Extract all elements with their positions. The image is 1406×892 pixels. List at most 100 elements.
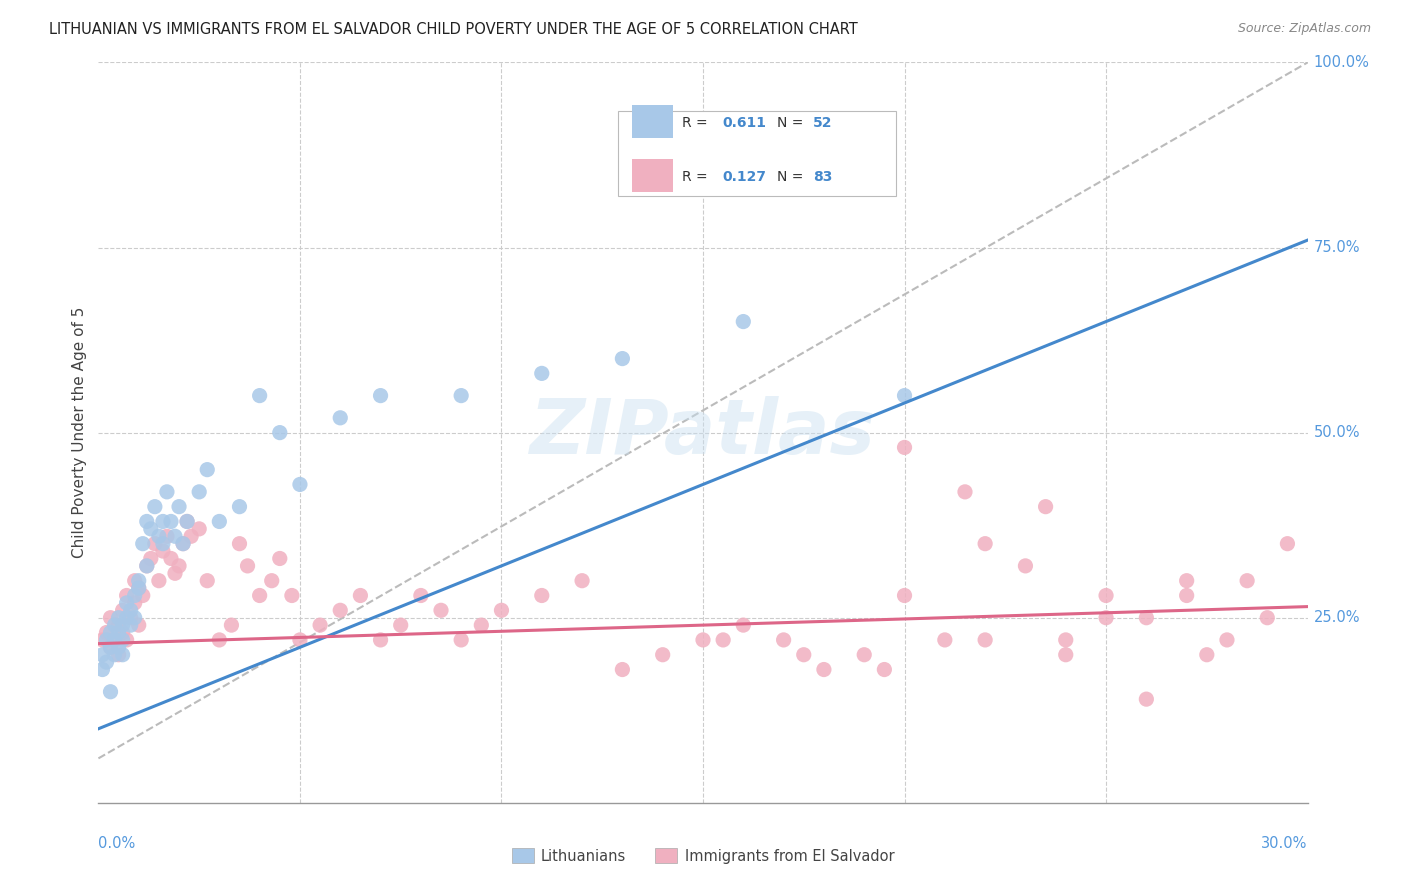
Point [128,581,150,595]
Point [180,529,202,543]
Point [124,589,146,603]
Point [111,632,134,647]
Point [135,558,157,573]
Point [1195,648,1218,662]
Point [692,632,714,647]
Point [249,589,271,603]
Point [612,351,634,366]
Point [139,551,162,566]
Point [1054,648,1077,662]
Point [853,648,876,662]
Point [163,566,186,581]
Point [1175,589,1198,603]
Point [172,536,194,550]
Point [91,663,114,677]
Point [100,610,122,624]
Point [152,544,174,558]
Point [103,632,125,647]
Point [188,484,211,499]
Text: R =: R = [682,116,713,130]
Point [733,314,755,328]
Point [152,515,174,529]
Point [228,536,250,550]
Point [953,484,976,499]
Point [143,500,166,514]
Point [288,477,311,491]
Point [176,515,198,529]
Point [1035,500,1057,514]
Point [103,648,125,662]
Point [128,618,150,632]
Point [96,625,118,640]
Point [893,589,915,603]
Point [228,500,250,514]
Point [1095,589,1118,603]
Text: Source: ZipAtlas.com: Source: ZipAtlas.com [1237,22,1371,36]
Point [115,589,138,603]
Point [370,388,392,402]
Text: 75.0%: 75.0% [1313,240,1360,255]
Text: LITHUANIAN VS IMMIGRANTS FROM EL SALVADOR CHILD POVERTY UNDER THE AGE OF 5 CORRE: LITHUANIAN VS IMMIGRANTS FROM EL SALVADO… [49,22,858,37]
Point [111,648,134,662]
Point [100,625,122,640]
Point [389,618,412,632]
Point [430,603,453,617]
Point [135,558,157,573]
Point [260,574,283,588]
Point [188,522,211,536]
Y-axis label: Child Poverty Under the Age of 5: Child Poverty Under the Age of 5 [72,307,87,558]
Point [100,640,122,655]
Point [172,536,194,550]
Point [143,536,166,550]
Point [329,410,352,425]
Text: 83: 83 [813,170,832,184]
Point [1095,610,1118,624]
Point [934,632,956,647]
Point [111,603,134,617]
Point [813,663,835,677]
Point [470,618,492,632]
Point [309,618,332,632]
Point [139,522,162,536]
Point [124,610,146,624]
Point [349,589,371,603]
Point [450,388,472,402]
Point [120,610,142,624]
Point [111,618,134,632]
Point [115,610,138,624]
Point [91,632,114,647]
Point [124,596,146,610]
Point [132,536,155,550]
Point [249,388,271,402]
Point [160,551,183,566]
Point [530,367,553,381]
Point [107,648,129,662]
FancyBboxPatch shape [631,160,672,192]
Point [195,462,218,476]
Point [96,655,118,669]
Point [893,441,915,455]
Text: 100.0%: 100.0% [1313,55,1369,70]
Point [974,536,997,550]
Point [107,618,129,632]
Point [612,663,634,677]
Text: 0.0%: 0.0% [98,836,135,851]
Point [772,632,794,647]
Point [156,484,179,499]
Point [1135,610,1157,624]
Point [873,663,896,677]
FancyBboxPatch shape [631,105,672,138]
Text: 0.611: 0.611 [723,116,766,130]
Point [120,618,142,632]
Point [893,388,915,402]
Point [148,574,170,588]
Point [329,603,352,617]
Point [124,574,146,588]
Point [111,625,134,640]
Point [208,515,231,529]
Point [115,632,138,647]
Point [91,648,114,662]
Point [1014,558,1036,573]
Text: N =: N = [776,116,807,130]
Point [100,640,122,655]
